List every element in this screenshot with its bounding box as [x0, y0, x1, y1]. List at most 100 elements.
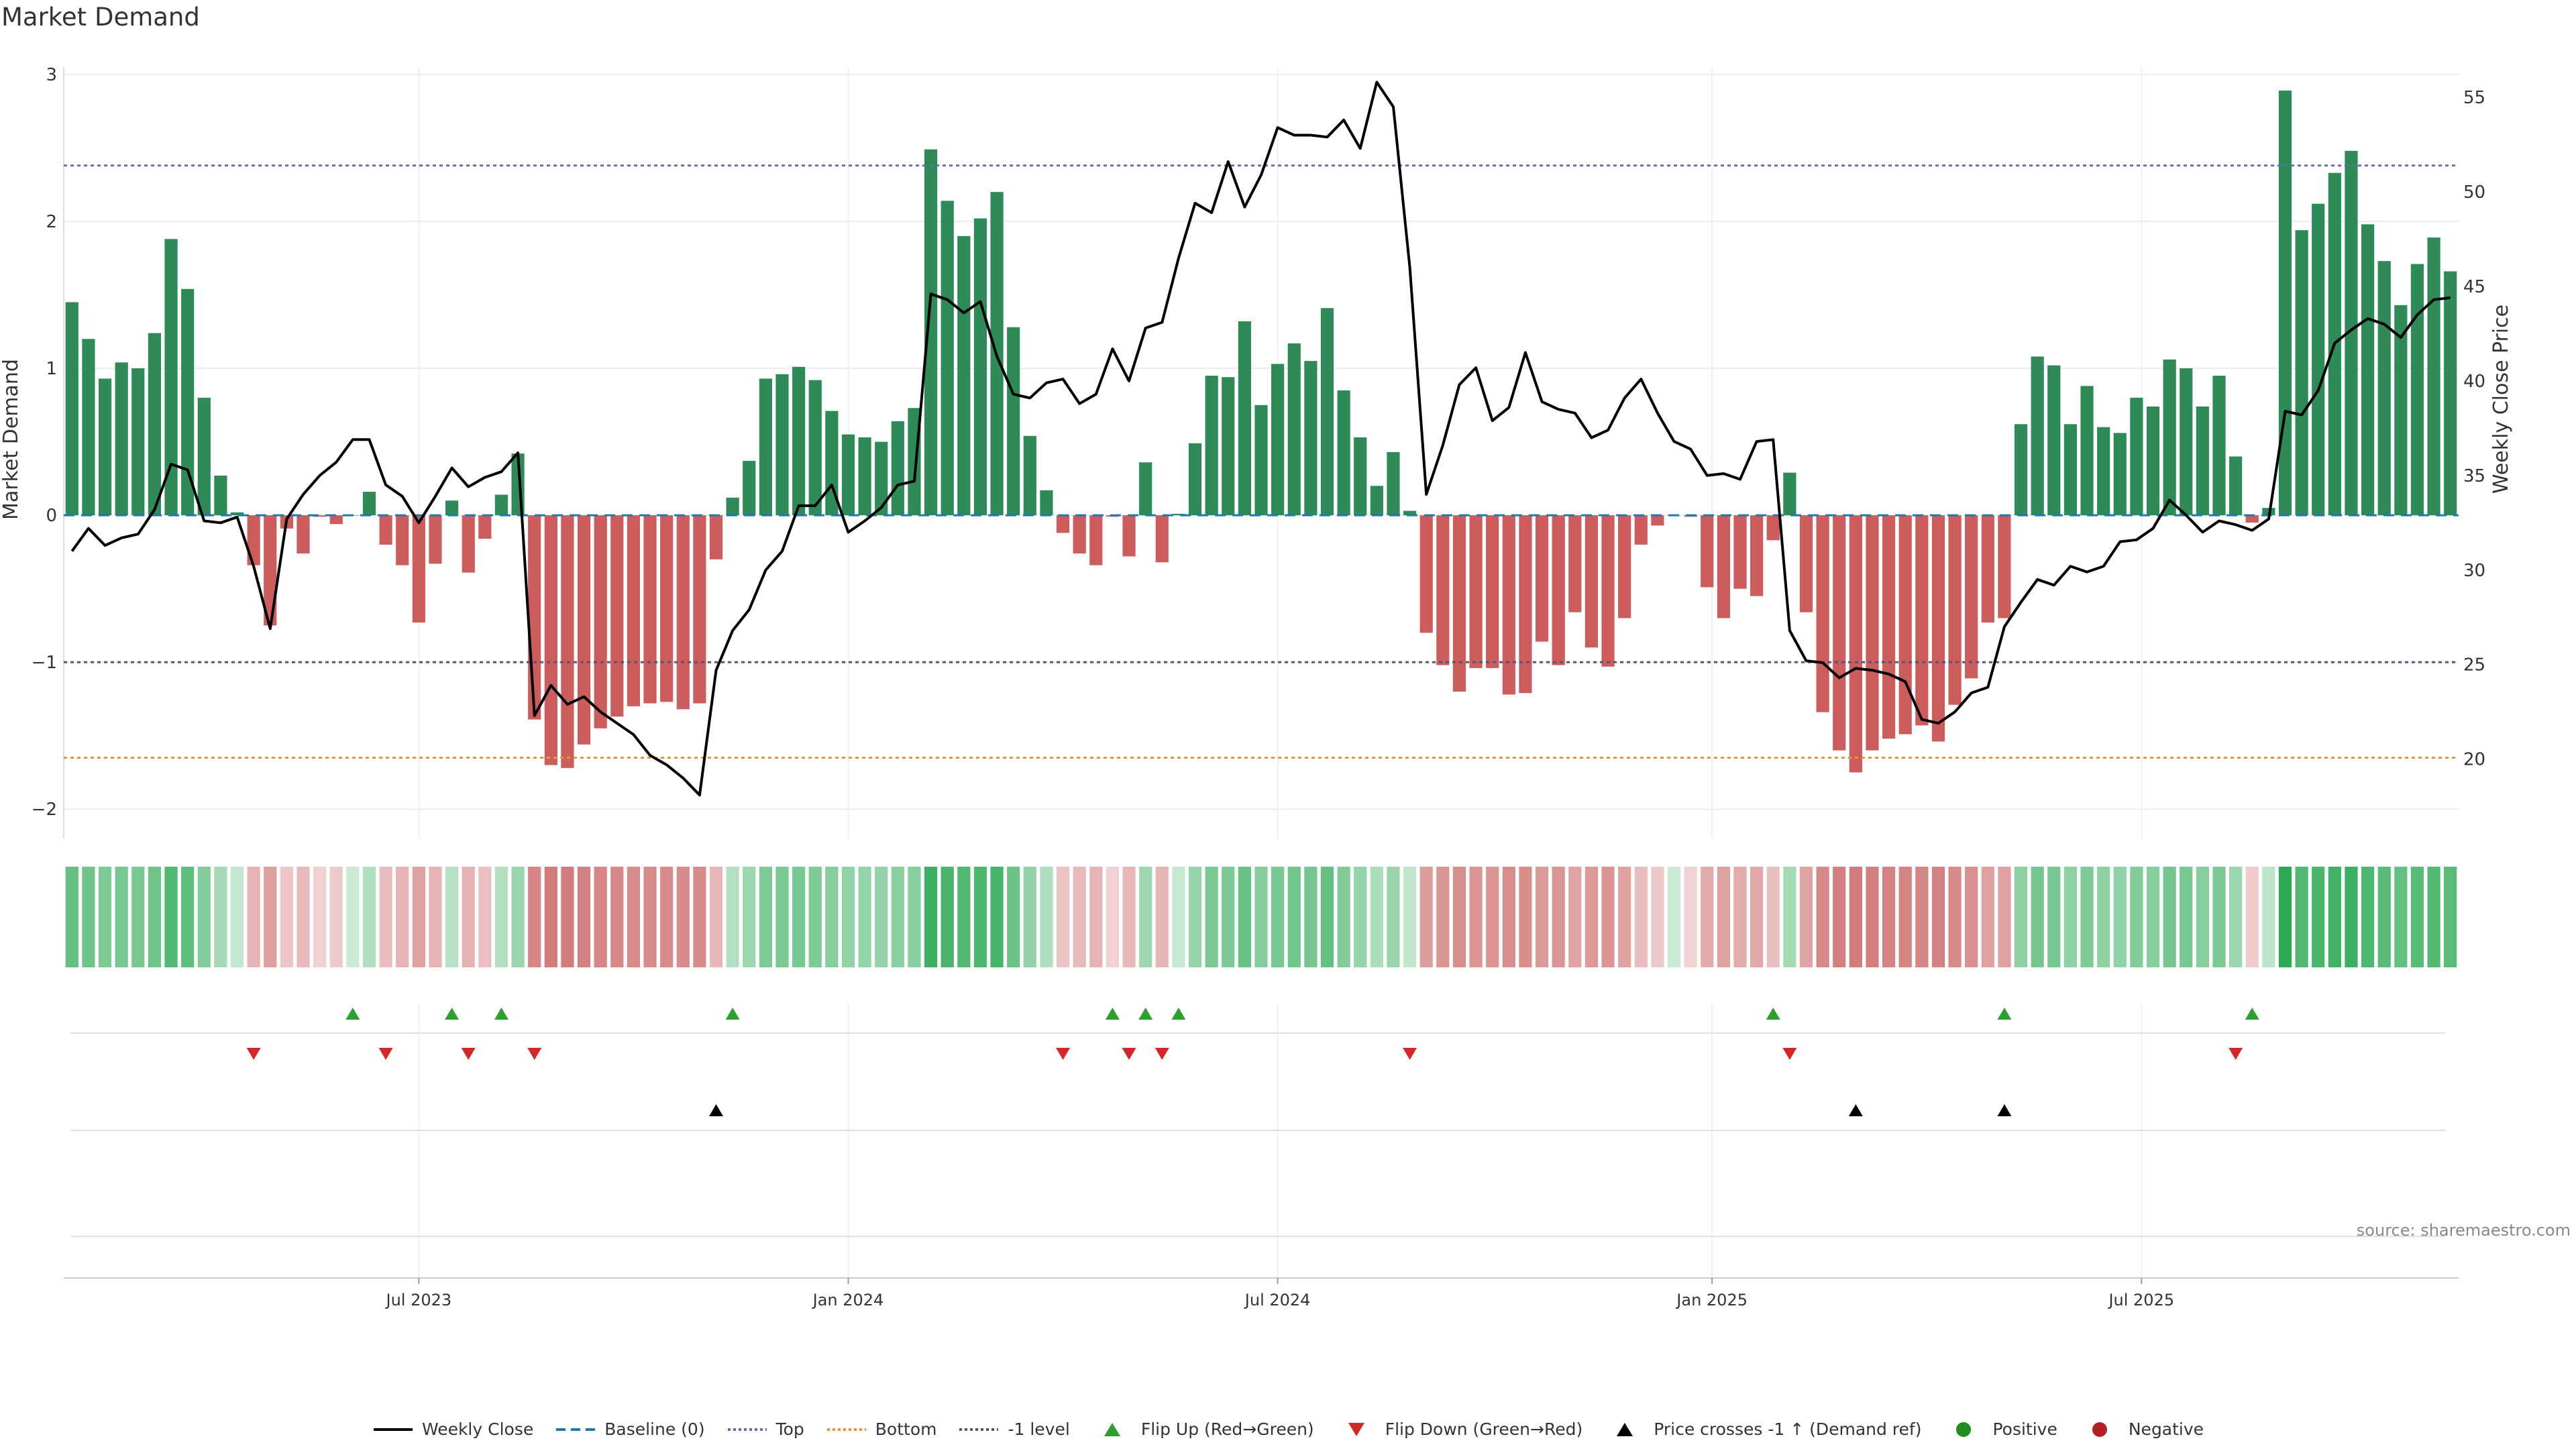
- heat-strip-cell: [1502, 867, 1515, 967]
- left-axis-title: Market Demand: [0, 359, 23, 520]
- legend-symbol: [373, 1428, 413, 1431]
- flip-up-marker: [2245, 1008, 2259, 1020]
- demand-bar: [164, 239, 178, 516]
- demand-bar: [1981, 515, 1994, 623]
- demand-bar: [627, 515, 641, 706]
- demand-bar: [875, 441, 888, 516]
- x-tick-label: Jul 2025: [2107, 1291, 2174, 1309]
- heat-strip-cell: [2047, 867, 2061, 967]
- heat-strip-cell: [1585, 867, 1599, 967]
- heat-strip-cell: [973, 867, 987, 967]
- flip-up-marker: [725, 1008, 740, 1020]
- heat-strip-cell: [2361, 867, 2375, 967]
- heat-strip-cell: [1882, 867, 1896, 967]
- heat-strip-cell: [247, 867, 260, 967]
- heat-strip-cell: [131, 867, 145, 967]
- demand-bar: [65, 302, 78, 516]
- price-cross-marker: [1997, 1104, 2012, 1116]
- demand-bar: [2229, 456, 2243, 516]
- heat-strip-cell: [230, 867, 244, 967]
- demand-bar: [941, 201, 954, 516]
- right-tick-label: 40: [2463, 372, 2485, 392]
- demand-bar: [1733, 515, 1747, 589]
- demand-bar: [2097, 427, 2110, 516]
- heat-strip-cell: [1023, 867, 1036, 967]
- demand-bar: [858, 437, 871, 516]
- demand-bar: [1155, 515, 1169, 563]
- demand-bar: [792, 366, 806, 516]
- demand-bar: [1139, 462, 1152, 516]
- x-tick-label: Jan 2025: [1675, 1291, 1748, 1309]
- heat-strip-cell: [1519, 867, 1532, 967]
- demand-bar: [643, 515, 657, 704]
- demand-bar: [362, 492, 376, 516]
- demand-bar: [726, 497, 739, 516]
- heat-strip-cell: [462, 867, 475, 967]
- heat-strip-cell: [1188, 867, 1202, 967]
- heat-strip-cell: [1155, 867, 1169, 967]
- heat-strip-cell: [660, 867, 674, 967]
- heat-strip-cell: [908, 867, 921, 967]
- heat-strip-cell: [676, 867, 690, 967]
- heat-strip-cell: [726, 867, 739, 967]
- demand-bar: [841, 434, 855, 516]
- demand-bar: [610, 515, 624, 717]
- heat-strip-cell: [1486, 867, 1499, 967]
- heat-strip-cell: [561, 867, 574, 967]
- demand-bar: [214, 475, 227, 516]
- price-cross-marker: [709, 1104, 724, 1116]
- heat-strip-cell: [429, 867, 442, 967]
- demand-bar: [1717, 515, 1730, 619]
- heat-strip-cell: [197, 867, 211, 967]
- demand-bar: [1007, 327, 1020, 516]
- legend-label: Flip Down (Green→Red): [1385, 1419, 1583, 1439]
- legend-item: Baseline (0): [555, 1419, 705, 1439]
- demand-bar: [1337, 390, 1350, 516]
- demand-bar: [2410, 264, 2424, 516]
- heat-strip-cell: [2146, 867, 2160, 967]
- heat-strip-cell: [858, 867, 871, 967]
- flip-up-marker: [1766, 1008, 1780, 1020]
- legend-label: Weekly Close: [421, 1419, 534, 1439]
- heat-strip-cell: [1552, 867, 1565, 967]
- legend-label: Baseline (0): [604, 1419, 705, 1439]
- flip-down-marker: [246, 1048, 261, 1060]
- x-tick-label: Jul 2023: [385, 1291, 452, 1309]
- heat-strip-cell: [1684, 867, 1697, 967]
- chart-title: Market Demand: [1, 3, 200, 32]
- heat-strip-cell: [1073, 867, 1086, 967]
- demand-bar: [1898, 515, 1912, 735]
- heat-strip-cell: [2312, 867, 2325, 967]
- legend-item: Price crosses -1 ↑ (Demand ref): [1604, 1419, 1921, 1439]
- heat-strip-cell: [2444, 867, 2457, 967]
- demand-bar: [2014, 424, 2028, 516]
- heat-strip-cell: [1733, 867, 1747, 967]
- demand-bar: [2196, 407, 2209, 516]
- heat-strip-cell: [2245, 867, 2259, 967]
- heat-strip-cell: [65, 867, 78, 967]
- heat-strip-cell: [2063, 867, 2078, 967]
- heat-strip-cell: [743, 867, 756, 967]
- demand-bar: [1651, 515, 1664, 526]
- x-tick-label: Jul 2024: [1244, 1291, 1311, 1309]
- right-tick-label: 45: [2463, 277, 2485, 297]
- heat-strip-cell: [1535, 867, 1549, 967]
- demand-bar: [973, 218, 987, 516]
- heat-strip-cell: [2113, 867, 2127, 967]
- heat-strip-cell: [1601, 867, 1615, 967]
- flip-down-marker: [1782, 1048, 1797, 1060]
- heat-strip-cell: [1469, 867, 1483, 967]
- right-axis-title: Weekly Close Price: [2489, 305, 2513, 494]
- demand-bar: [709, 515, 723, 559]
- heat-strip-cell: [610, 867, 624, 967]
- legend-item: Positive: [1943, 1419, 2057, 1439]
- flip-up-marker: [1171, 1008, 1186, 1020]
- heat-strip-cell: [1898, 867, 1912, 967]
- heat-strip-cell: [957, 867, 971, 967]
- heat-strip-cell: [1304, 867, 1318, 967]
- demand-bar: [775, 374, 789, 516]
- demand-bar: [743, 461, 756, 516]
- heat-strip-cell: [941, 867, 954, 967]
- demand-bar: [1354, 437, 1367, 516]
- heat-strip-cell: [2014, 867, 2028, 967]
